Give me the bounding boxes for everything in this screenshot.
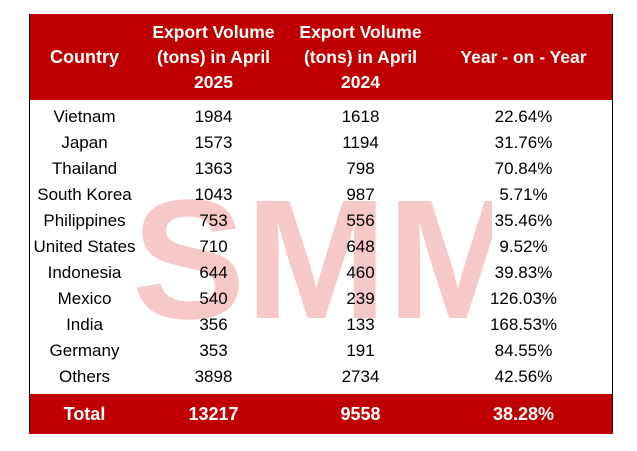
- year-on-year-cell: 84.55%: [494, 341, 553, 360]
- table-row: Thailand 1363 798 70.84%: [29, 156, 613, 182]
- country-cell: Germany: [49, 341, 120, 360]
- country-cell: Mexico: [57, 289, 112, 308]
- april-2025-cell: 753: [199, 211, 228, 230]
- april-2025-cell: 3898: [194, 367, 233, 386]
- year-on-year-cell: 39.83%: [494, 263, 553, 282]
- total-april-2025: 13217: [140, 394, 287, 434]
- april-2024-cell: 239: [346, 289, 375, 308]
- header-export-april-2025: Export Volume (tons) in April 2025: [140, 14, 287, 100]
- header-row: Country Export Volume (tons) in April 20…: [29, 14, 613, 100]
- total-label: Total: [29, 394, 140, 434]
- year-on-year-cell: 126.03%: [489, 289, 558, 308]
- country-cell: Vietnam: [53, 107, 116, 126]
- table-row: Germany 353 191 84.55%: [29, 338, 613, 364]
- year-on-year-cell: 5.71%: [499, 185, 548, 204]
- country-cell: Indonesia: [47, 263, 122, 282]
- april-2024-cell: 191: [346, 341, 375, 360]
- country-cell: India: [66, 315, 103, 334]
- april-2024-cell: 1618: [341, 107, 380, 126]
- country-cell: Thailand: [51, 159, 118, 178]
- country-cell: Others: [58, 367, 111, 386]
- april-2025-cell: 1363: [194, 159, 233, 178]
- year-on-year-cell: 9.52%: [499, 237, 548, 256]
- year-on-year-cell: 168.53%: [489, 315, 558, 334]
- april-2025-cell: 644: [199, 263, 228, 282]
- year-on-year-cell: 70.84%: [494, 159, 553, 178]
- april-2025-cell: 1984: [194, 107, 233, 126]
- year-on-year-cell: 35.46%: [494, 211, 553, 230]
- year-on-year-cell: 31.76%: [494, 133, 553, 152]
- year-on-year-cell: 42.56%: [494, 367, 553, 386]
- april-2025-cell: 356: [199, 315, 228, 334]
- table-row: Japan 1573 1194 31.76%: [29, 130, 613, 156]
- table-row: India 356 133 168.53%: [29, 312, 613, 338]
- april-2025-cell: 540: [199, 289, 228, 308]
- table-row: Others 3898 2734 42.56%: [29, 364, 613, 394]
- april-2024-cell: 133: [346, 315, 375, 334]
- table-row: United States 710 648 9.52%: [29, 234, 613, 260]
- country-cell: Japan: [61, 133, 108, 152]
- april-2024-cell: 648: [346, 237, 375, 256]
- export-volume-table: Country Export Volume (tons) in April 20…: [29, 14, 613, 434]
- header-export-april-2024: Export Volume (tons) in April 2024: [287, 14, 434, 100]
- april-2025-cell: 1573: [194, 133, 233, 152]
- april-2024-cell: 556: [346, 211, 375, 230]
- table-row: Mexico 540 239 126.03%: [29, 286, 613, 312]
- header-year-on-year: Year - on - Year: [434, 14, 613, 100]
- april-2025-cell: 1043: [194, 185, 233, 204]
- april-2025-cell: 710: [199, 237, 228, 256]
- april-2024-cell: 460: [346, 263, 375, 282]
- april-2024-cell: 798: [346, 159, 375, 178]
- april-2024-cell: 1194: [342, 133, 379, 152]
- total-year-on-year: 38.28%: [434, 394, 613, 434]
- table-row: Philippines 753 556 35.46%: [29, 208, 613, 234]
- table-row: Vietnam 1984 1618 22.64%: [29, 100, 613, 130]
- table-row: Indonesia 644 460 39.83%: [29, 260, 613, 286]
- country-cell: South Korea: [37, 185, 132, 204]
- total-row: Total 13217 9558 38.28%: [29, 394, 613, 434]
- country-cell: Philippines: [43, 211, 126, 230]
- april-2024-cell: 2734: [341, 367, 380, 386]
- country-cell: United States: [33, 237, 136, 256]
- april-2024-cell: 987: [346, 185, 375, 204]
- total-april-2024: 9558: [287, 394, 434, 434]
- table-row: South Korea 1043 987 5.71%: [29, 182, 613, 208]
- header-country: Country: [29, 14, 140, 100]
- april-2025-cell: 353: [199, 341, 228, 360]
- year-on-year-cell: 22.64%: [494, 107, 553, 126]
